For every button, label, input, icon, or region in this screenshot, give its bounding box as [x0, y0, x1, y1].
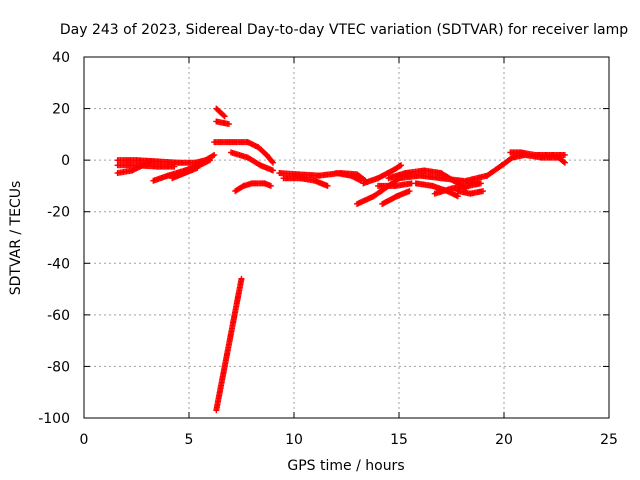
data-point — [270, 159, 276, 166]
data-point — [148, 158, 155, 165]
y-tick-label: -60 — [47, 308, 70, 324]
x-tick-label: 20 — [495, 432, 513, 448]
data-point — [171, 163, 178, 170]
data-point — [220, 112, 227, 119]
series-arc-q — [375, 180, 415, 189]
series-arc-c — [114, 158, 155, 177]
data-point — [561, 151, 568, 158]
data-point — [396, 163, 403, 170]
data-point — [477, 180, 484, 187]
y-tick-label: 0 — [61, 153, 70, 169]
data-point — [269, 158, 276, 165]
data-point — [480, 188, 486, 195]
data-point — [225, 121, 232, 128]
x-tick-label: 0 — [80, 432, 89, 448]
data-point — [194, 164, 201, 171]
series-arc-m — [280, 175, 331, 189]
y-tick-label: 40 — [52, 50, 70, 66]
plot-frame — [83, 56, 610, 419]
series-arc-w — [454, 188, 486, 197]
y-tick-label: -20 — [47, 205, 70, 221]
data-point — [324, 182, 331, 189]
series-arc-f — [213, 105, 228, 120]
series-arc-n — [333, 170, 365, 184]
series-arc-e — [169, 164, 201, 182]
data-point — [267, 182, 274, 189]
x-axis-label: GPS time / hours — [287, 458, 404, 474]
data-point — [211, 151, 218, 158]
series-arc-j — [232, 180, 274, 195]
x-tick-label: 10 — [285, 432, 303, 448]
data-point — [454, 193, 461, 200]
data-series — [114, 105, 568, 414]
data-point — [221, 113, 228, 120]
y-tick-label: -40 — [47, 256, 70, 272]
x-tick-label: 15 — [390, 432, 408, 448]
series-arc-k — [213, 275, 245, 414]
x-tick-label: 25 — [600, 432, 618, 448]
series-arc-i — [228, 149, 276, 174]
y-tick-label: -80 — [47, 359, 70, 375]
y-axis-label: SDTVAR / TECUs — [8, 181, 24, 296]
y-tick-label: 20 — [52, 102, 70, 118]
series-arc-r — [379, 188, 413, 207]
data-point — [561, 159, 568, 166]
data-point — [270, 167, 276, 174]
series-arc-p — [360, 162, 405, 187]
data-point — [560, 158, 567, 165]
data-point — [207, 157, 213, 164]
series-arc-v — [431, 180, 484, 197]
x-tick-label: 5 — [185, 432, 194, 448]
axis-ticks: 0 5 10 15 20 25 -100 -80 -60 -40 -20 0 20 40 — [38, 50, 618, 448]
series-arc-h — [211, 139, 276, 166]
data-point — [210, 152, 216, 159]
y-tick-label: -100 — [38, 411, 70, 427]
chart-title: Day 243 of 2023, Sidereal Day-to-day VTE… — [60, 22, 628, 38]
series-arc-y — [507, 149, 568, 158]
grid — [84, 57, 609, 418]
series-arc-g — [213, 118, 232, 128]
data-point — [398, 162, 405, 169]
data-point — [406, 188, 413, 195]
data-point — [238, 275, 245, 282]
